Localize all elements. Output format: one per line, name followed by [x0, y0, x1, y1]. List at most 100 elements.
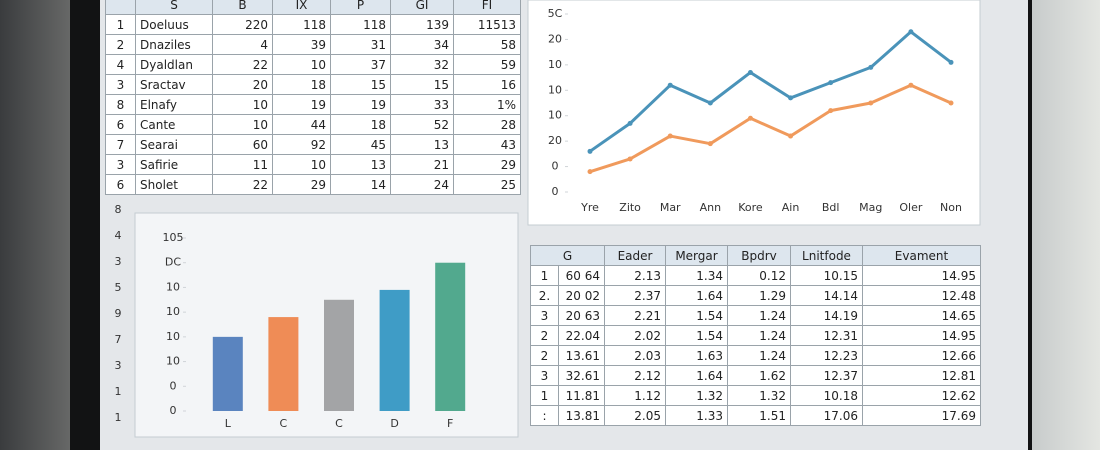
- value-cell: 31: [330, 34, 391, 55]
- value-cell: 139: [390, 14, 454, 35]
- bar: [435, 262, 466, 411]
- margin-row-number: 3: [115, 359, 122, 372]
- value-cell: 16: [453, 74, 521, 95]
- series-line: [589, 83, 952, 174]
- value-cell: 21: [390, 154, 454, 175]
- point: [908, 29, 914, 35]
- value-cell: 29: [453, 154, 521, 175]
- value-cell: 12.31: [790, 325, 863, 346]
- value-cell: 59: [453, 54, 521, 75]
- value-cell: 17.06: [790, 405, 863, 426]
- point: [828, 80, 834, 86]
- table-row: 2. 20 02 2.37 1.64 1.29 14.14 12.48: [530, 285, 981, 306]
- y-tick-label: 0: [552, 160, 559, 173]
- value-cell: 11: [212, 154, 273, 175]
- header-row: S B IX P GI FI: [105, 0, 521, 15]
- margin-row-number: 1: [115, 385, 122, 398]
- point: [587, 148, 593, 154]
- value-cell: 13.61: [558, 345, 605, 366]
- value-cell: 22: [212, 54, 273, 75]
- column-header: GI: [390, 0, 454, 15]
- point: [868, 64, 874, 70]
- value-cell: 1.24: [727, 305, 791, 326]
- value-cell: 10: [272, 154, 331, 175]
- value-cell: 0.12: [727, 265, 791, 286]
- table-row: :13.81 2.05 1.33 1.51 17.06 17.69: [530, 405, 981, 426]
- row-number: 3: [105, 154, 136, 175]
- y-tick-label: 10: [166, 280, 180, 293]
- y-tick-label: 0: [170, 404, 177, 417]
- value-cell: 14.95: [862, 265, 981, 286]
- value-cell: 25: [453, 174, 521, 195]
- margin-row-number: 4: [115, 229, 122, 242]
- column-header: Eader: [604, 245, 666, 266]
- x-tick-label: Kore: [738, 201, 763, 214]
- row-number: 1: [105, 14, 136, 35]
- name-cell: Doeluus: [135, 14, 213, 35]
- background-left: [0, 0, 75, 450]
- value-cell: 45: [330, 134, 391, 155]
- table-row: 7 Searai 60 92 45 13 43: [105, 134, 521, 155]
- value-cell: 39: [272, 34, 331, 55]
- value-cell: 118: [272, 14, 331, 35]
- value-cell: 13.81: [558, 405, 605, 426]
- column-header: Mergar: [665, 245, 728, 266]
- point: [707, 100, 713, 106]
- row-number: 6: [105, 114, 136, 135]
- table-row: 3 Sractav 20 18 15 15 16: [105, 74, 521, 95]
- top-table: S B IX P GI FI 1 Doeluus 220 118 118 139 11513 2 Dnazi…: [105, 0, 521, 195]
- value-cell: 1.34: [665, 265, 728, 286]
- y-tick-label: 20: [548, 32, 562, 45]
- x-tick-label: Oler: [899, 201, 922, 214]
- point: [747, 115, 753, 121]
- value-cell: 1.24: [727, 345, 791, 366]
- row-number: 3: [530, 305, 559, 326]
- value-cell: 33: [390, 94, 454, 115]
- name-cell: Cante: [135, 114, 213, 135]
- value-cell: 12.81: [862, 365, 981, 386]
- value-cell: 19: [272, 94, 331, 115]
- value-cell: 1.54: [665, 305, 728, 326]
- value-cell: 10: [212, 94, 273, 115]
- point: [788, 133, 794, 139]
- point: [667, 133, 673, 139]
- name-cell: Dnaziles: [135, 34, 213, 55]
- value-cell: 12.62: [862, 385, 981, 406]
- table-row: 2 22.04 2.02 1.54 1.24 12.31 14.95: [530, 325, 981, 346]
- value-cell: 2.02: [604, 325, 666, 346]
- name-cell: Sholet: [135, 174, 213, 195]
- value-cell: 1.54: [665, 325, 728, 346]
- value-cell: 1.63: [665, 345, 728, 366]
- y-tick-label: 10: [548, 109, 562, 122]
- value-cell: 32: [390, 54, 454, 75]
- table-row: 6 Cante 10 44 18 52 28: [105, 114, 521, 135]
- y-tick-label: 10: [548, 83, 562, 96]
- margin-row-number: 9: [115, 307, 122, 320]
- point: [747, 69, 753, 75]
- table-row: 3 Safirie 11 10 13 21 29: [105, 154, 521, 175]
- row-number: 3: [105, 74, 136, 95]
- x-tick-label: L: [225, 417, 232, 430]
- value-cell: 17.69: [862, 405, 981, 426]
- value-cell: 14.95: [862, 325, 981, 346]
- value-cell: 2.12: [604, 365, 666, 386]
- x-tick-label: C: [280, 417, 288, 430]
- value-cell: 11.81: [558, 385, 605, 406]
- row-number: 2: [530, 345, 559, 366]
- point: [627, 156, 633, 162]
- name-cell: Sractav: [135, 74, 213, 95]
- value-cell: 2.05: [604, 405, 666, 426]
- table-row: 3 20 63 2.21 1.54 1.24 14.19 14.65: [530, 305, 981, 326]
- y-tick-label: 0: [170, 379, 177, 392]
- value-cell: 32.61: [558, 365, 605, 386]
- value-cell: 1.33: [665, 405, 728, 426]
- y-tick-label: DC: [165, 256, 181, 269]
- value-cell: 43: [453, 134, 521, 155]
- column-header: FI: [453, 0, 521, 15]
- x-tick-label: D: [390, 417, 398, 430]
- value-cell: 15: [390, 74, 454, 95]
- value-cell: 92: [272, 134, 331, 155]
- column-header: P: [330, 0, 391, 15]
